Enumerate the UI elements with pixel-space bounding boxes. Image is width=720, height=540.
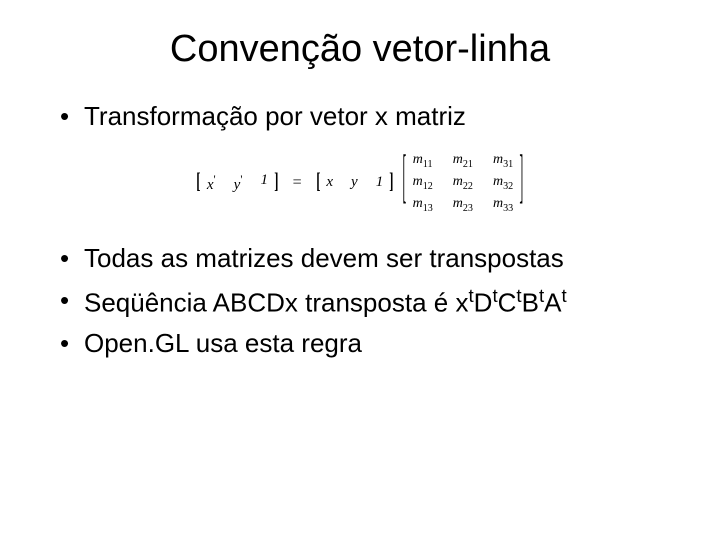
right-bracket-icon: ] (520, 149, 524, 216)
mi: m (453, 196, 463, 211)
mi: m (493, 196, 503, 211)
mi: m (493, 174, 503, 189)
sup: t (562, 285, 567, 306)
mi: m (453, 174, 463, 189)
text: B (522, 287, 539, 317)
lhs-cells: x' y' 1 (201, 172, 274, 194)
equation-row: [ x' y' 1 ] = [ x y 1 ] [ (196, 152, 524, 213)
text: A (544, 287, 561, 317)
mi: m (493, 152, 503, 167)
sub: 11 (423, 159, 433, 170)
bullet-list: Transformação por vetor x matriz (50, 99, 670, 134)
rhs-cell: y (351, 174, 358, 191)
matrix: [ m11 m21 m31 m12 m22 m32 m13 m23 m33 ] (402, 152, 524, 213)
prime: ' (240, 172, 242, 186)
text: D (474, 287, 493, 317)
slide-title: Convenção vetor-linha (50, 28, 670, 71)
equation: [ x' y' 1 ] = [ x y 1 ] [ (50, 152, 670, 213)
text: Seqüência ABCDx transposta é x (84, 287, 468, 317)
matrix-cell: m33 (493, 196, 513, 214)
sub: 21 (463, 159, 473, 170)
bullet-list: Todas as matrizes devem ser transpostas … (50, 241, 670, 361)
bullet-item: Transformação por vetor x matriz (60, 99, 670, 134)
mi: m (413, 196, 423, 211)
sub: 23 (463, 202, 473, 213)
lhs-cell: 1 (261, 172, 269, 194)
rhs-cell: x (326, 174, 333, 191)
matrix-grid: m11 m21 m31 m12 m22 m32 m13 m23 m33 (407, 152, 520, 213)
matrix-cell: m21 (453, 152, 473, 170)
matrix-cell: m31 (493, 152, 513, 170)
rhs-cells: x y 1 (320, 174, 389, 191)
right-bracket-icon: ] (389, 170, 393, 196)
lhs-cell: y' (234, 172, 243, 194)
mi: m (413, 174, 423, 189)
bullet-item: Open.GL usa esta regra (60, 326, 670, 361)
mi: m (453, 152, 463, 167)
lhs-vector: [ x' y' 1 ] (196, 172, 279, 194)
sub: 12 (423, 181, 433, 192)
slide: Convenção vetor-linha Transformação por … (0, 0, 720, 407)
sub: 31 (503, 159, 513, 170)
matrix-cell: m22 (453, 174, 473, 192)
rhs-cell: 1 (376, 174, 384, 191)
matrix-cell: m32 (493, 174, 513, 192)
matrix-cell: m11 (413, 152, 433, 170)
text: C (498, 287, 517, 317)
prime: ' (213, 172, 215, 186)
left-bracket-icon: [ (196, 170, 200, 196)
lhs-cell: x' (207, 172, 216, 194)
matrix-cell: m13 (413, 196, 433, 214)
equals-sign: = (287, 174, 308, 192)
bullet-item: Seqüência ABCDx transposta é xtDtCtBtAt (60, 283, 670, 321)
matrix-cell: m12 (413, 174, 433, 192)
bullet-item: Todas as matrizes devem ser transpostas (60, 241, 670, 276)
rhs-vector: [ x y 1 ] (316, 174, 394, 191)
left-bracket-icon: [ (402, 149, 406, 216)
left-bracket-icon: [ (316, 170, 320, 196)
sub: 33 (503, 202, 513, 213)
sub: 13 (423, 202, 433, 213)
sub: 22 (463, 181, 473, 192)
mi: m (413, 152, 423, 167)
right-bracket-icon: ] (274, 170, 278, 196)
matrix-cell: m23 (453, 196, 473, 214)
sub: 32 (503, 181, 513, 192)
